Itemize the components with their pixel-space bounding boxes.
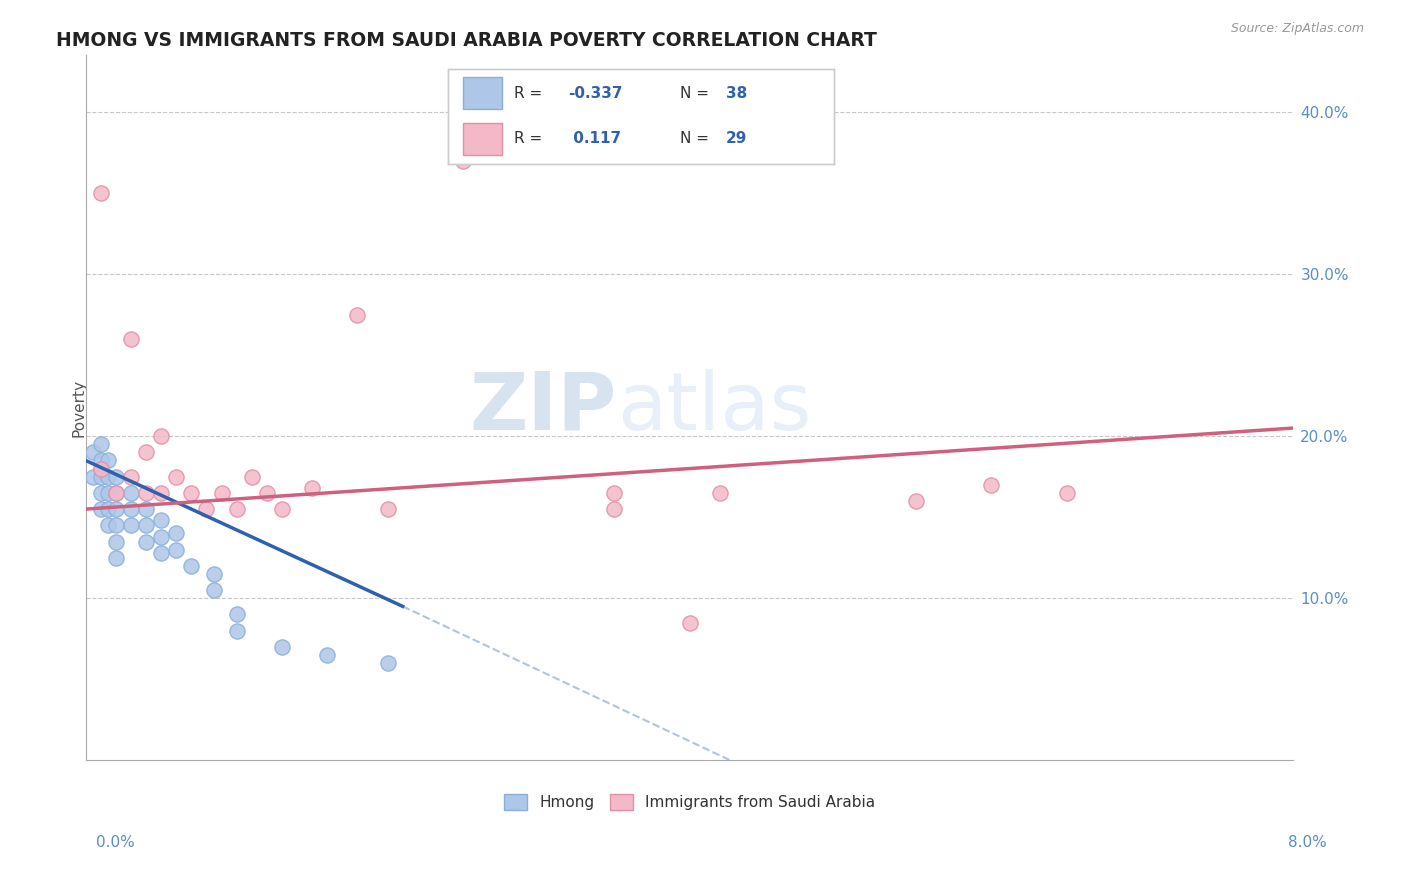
- Text: 8.0%: 8.0%: [1288, 836, 1327, 850]
- Point: [104, 550, 127, 565]
- Y-axis label: Poverty: Poverty: [72, 379, 86, 437]
- Point: [225, 502, 247, 516]
- Point: [225, 607, 247, 622]
- Point: [90, 486, 112, 500]
- Point: [120, 469, 142, 483]
- Point: [120, 332, 142, 346]
- Point: [97, 469, 120, 483]
- Point: [82, 469, 104, 483]
- Text: Source: ZipAtlas.com: Source: ZipAtlas.com: [1230, 22, 1364, 36]
- Point: [225, 624, 247, 638]
- Point: [90, 461, 112, 475]
- Point: [678, 615, 700, 630]
- Point: [90, 502, 112, 516]
- Point: [377, 656, 399, 670]
- Text: atlas: atlas: [617, 368, 811, 447]
- Point: [97, 502, 120, 516]
- Point: [180, 486, 202, 500]
- Point: [90, 461, 112, 475]
- Text: 0.0%: 0.0%: [96, 836, 135, 850]
- Point: [346, 308, 368, 322]
- Point: [271, 502, 294, 516]
- Point: [527, 129, 550, 144]
- Point: [180, 558, 202, 573]
- Point: [603, 502, 626, 516]
- Text: HMONG VS IMMIGRANTS FROM SAUDI ARABIA POVERTY CORRELATION CHART: HMONG VS IMMIGRANTS FROM SAUDI ARABIA PO…: [56, 31, 877, 50]
- Point: [97, 518, 120, 533]
- Legend: Hmong, Immigrants from Saudi Arabia: Hmong, Immigrants from Saudi Arabia: [498, 788, 882, 816]
- Point: [120, 486, 142, 500]
- Point: [240, 469, 263, 483]
- Point: [980, 477, 1002, 491]
- Point: [120, 518, 142, 533]
- Point: [135, 486, 157, 500]
- Point: [377, 502, 399, 516]
- Point: [451, 153, 474, 168]
- Point: [97, 486, 120, 500]
- Point: [301, 481, 323, 495]
- Point: [97, 453, 120, 467]
- Point: [1056, 486, 1078, 500]
- Point: [135, 445, 157, 459]
- Text: ZIP: ZIP: [470, 368, 617, 447]
- Point: [202, 583, 225, 598]
- Point: [90, 186, 112, 200]
- Point: [709, 486, 731, 500]
- Point: [150, 429, 173, 443]
- Point: [104, 534, 127, 549]
- Point: [165, 542, 187, 557]
- Point: [150, 486, 173, 500]
- Point: [271, 640, 294, 654]
- Point: [104, 469, 127, 483]
- Point: [135, 502, 157, 516]
- Point: [316, 648, 339, 662]
- Point: [904, 494, 927, 508]
- Point: [603, 486, 626, 500]
- Point: [211, 486, 233, 500]
- Point: [150, 546, 173, 560]
- Point: [104, 518, 127, 533]
- Point: [256, 486, 278, 500]
- Point: [202, 566, 225, 581]
- Point: [165, 469, 187, 483]
- Point: [135, 534, 157, 549]
- Point: [104, 502, 127, 516]
- Point: [104, 486, 127, 500]
- Point: [150, 530, 173, 544]
- Point: [150, 513, 173, 527]
- Point: [90, 437, 112, 451]
- Point: [120, 502, 142, 516]
- Point: [135, 518, 157, 533]
- Point: [90, 453, 112, 467]
- Point: [195, 502, 218, 516]
- Point: [104, 486, 127, 500]
- Point: [82, 445, 104, 459]
- Point: [90, 469, 112, 483]
- Point: [165, 526, 187, 541]
